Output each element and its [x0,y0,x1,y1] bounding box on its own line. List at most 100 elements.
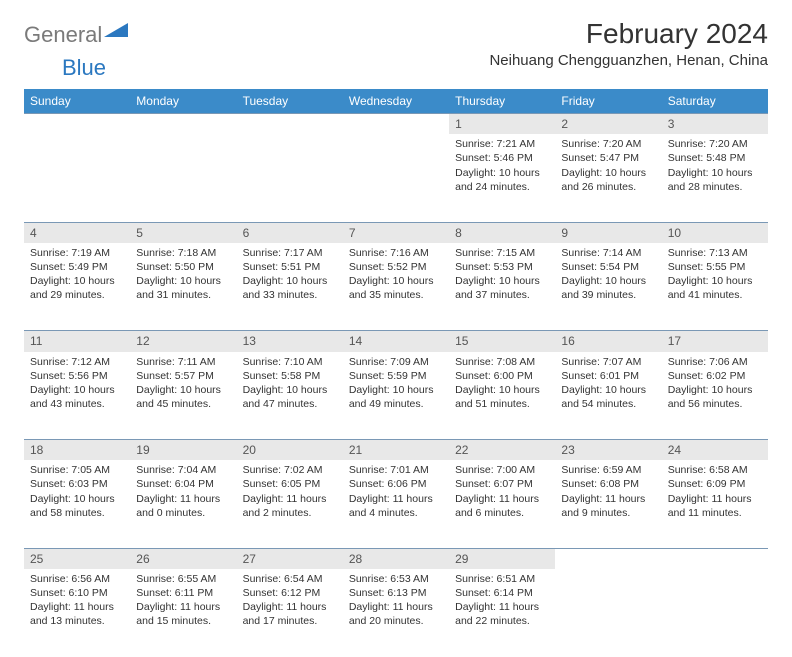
day-info-line: Sunrise: 7:18 AM [136,246,230,260]
day-cell [24,134,130,222]
day-info-line: Sunset: 6:09 PM [668,477,762,491]
day-info-line: Sunrise: 7:07 AM [561,355,655,369]
day-info-line: Sunrise: 7:16 AM [349,246,443,260]
day-cell-content: Sunrise: 7:12 AMSunset: 5:56 PMDaylight:… [24,352,130,418]
day-info-line: Sunset: 6:04 PM [136,477,230,491]
day-info-line: Sunset: 6:13 PM [349,586,443,600]
day-cell: Sunrise: 7:15 AMSunset: 5:53 PMDaylight:… [449,243,555,331]
day-info-line: Daylight: 11 hours and 22 minutes. [455,600,549,628]
day-number-row: 18192021222324 [24,440,768,461]
day-info-line: Sunrise: 7:00 AM [455,463,549,477]
day-cell-content: Sunrise: 6:54 AMSunset: 6:12 PMDaylight:… [237,569,343,635]
day-number: 26 [130,548,236,569]
day-cell: Sunrise: 6:55 AMSunset: 6:11 PMDaylight:… [130,569,236,657]
day-content-row: Sunrise: 7:21 AMSunset: 5:46 PMDaylight:… [24,134,768,222]
day-info-line: Sunrise: 7:15 AM [455,246,549,260]
day-info-line: Daylight: 10 hours and 33 minutes. [243,274,337,302]
day-info-line: Sunset: 6:11 PM [136,586,230,600]
day-number: 27 [237,548,343,569]
day-cell-content: Sunrise: 7:09 AMSunset: 5:59 PMDaylight:… [343,352,449,418]
logo: General [24,22,130,48]
day-info-line: Sunrise: 6:59 AM [561,463,655,477]
calendar-table: SundayMondayTuesdayWednesdayThursdayFrid… [24,89,768,657]
day-info-line: Daylight: 10 hours and 26 minutes. [561,166,655,194]
day-info-line: Sunset: 6:07 PM [455,477,549,491]
day-cell: Sunrise: 7:09 AMSunset: 5:59 PMDaylight:… [343,352,449,440]
day-cell: Sunrise: 7:05 AMSunset: 6:03 PMDaylight:… [24,460,130,548]
day-cell: Sunrise: 7:16 AMSunset: 5:52 PMDaylight:… [343,243,449,331]
day-cell-content: Sunrise: 6:53 AMSunset: 6:13 PMDaylight:… [343,569,449,635]
day-info-line: Daylight: 10 hours and 29 minutes. [30,274,124,302]
day-cell-content: Sunrise: 6:58 AMSunset: 6:09 PMDaylight:… [662,460,768,526]
day-cell: Sunrise: 6:59 AMSunset: 6:08 PMDaylight:… [555,460,661,548]
day-cell-content: Sunrise: 7:13 AMSunset: 5:55 PMDaylight:… [662,243,768,309]
day-cell: Sunrise: 7:04 AMSunset: 6:04 PMDaylight:… [130,460,236,548]
day-info-line: Daylight: 11 hours and 11 minutes. [668,492,762,520]
day-cell-content [130,134,236,143]
day-info-line: Sunrise: 7:19 AM [30,246,124,260]
day-number: 4 [24,222,130,243]
day-cell-content: Sunrise: 7:15 AMSunset: 5:53 PMDaylight:… [449,243,555,309]
day-info-line: Sunset: 6:00 PM [455,369,549,383]
day-number-row: 45678910 [24,222,768,243]
day-info-line: Sunset: 5:52 PM [349,260,443,274]
logo-text-general: General [24,22,102,48]
day-number [130,114,236,135]
day-number-row: 123 [24,114,768,135]
day-cell: Sunrise: 7:12 AMSunset: 5:56 PMDaylight:… [24,352,130,440]
day-info-line: Sunrise: 7:13 AM [668,246,762,260]
day-info-line: Sunrise: 7:02 AM [243,463,337,477]
day-cell: Sunrise: 7:10 AMSunset: 5:58 PMDaylight:… [237,352,343,440]
day-number: 23 [555,440,661,461]
day-info-line: Daylight: 11 hours and 6 minutes. [455,492,549,520]
day-info-line: Sunrise: 6:54 AM [243,572,337,586]
day-cell-content: Sunrise: 7:10 AMSunset: 5:58 PMDaylight:… [237,352,343,418]
day-cell: Sunrise: 7:02 AMSunset: 6:05 PMDaylight:… [237,460,343,548]
day-info-line: Sunset: 6:05 PM [243,477,337,491]
day-info-line: Daylight: 10 hours and 31 minutes. [136,274,230,302]
day-cell: Sunrise: 7:08 AMSunset: 6:00 PMDaylight:… [449,352,555,440]
day-number: 17 [662,331,768,352]
day-info-line: Sunrise: 7:21 AM [455,137,549,151]
day-info-line: Sunset: 6:02 PM [668,369,762,383]
day-cell: Sunrise: 6:56 AMSunset: 6:10 PMDaylight:… [24,569,130,657]
day-cell-content: Sunrise: 7:07 AMSunset: 6:01 PMDaylight:… [555,352,661,418]
day-cell: Sunrise: 7:00 AMSunset: 6:07 PMDaylight:… [449,460,555,548]
day-cell: Sunrise: 7:14 AMSunset: 5:54 PMDaylight:… [555,243,661,331]
day-info-line: Daylight: 10 hours and 47 minutes. [243,383,337,411]
day-number-row: 2526272829 [24,548,768,569]
day-info-line: Sunrise: 7:12 AM [30,355,124,369]
day-info-line: Sunrise: 7:17 AM [243,246,337,260]
day-cell-content: Sunrise: 7:16 AMSunset: 5:52 PMDaylight:… [343,243,449,309]
day-info-line: Sunset: 5:54 PM [561,260,655,274]
day-content-row: Sunrise: 7:12 AMSunset: 5:56 PMDaylight:… [24,352,768,440]
day-info-line: Sunrise: 7:01 AM [349,463,443,477]
day-number [24,114,130,135]
day-cell-content: Sunrise: 7:01 AMSunset: 6:06 PMDaylight:… [343,460,449,526]
day-cell-content: Sunrise: 7:00 AMSunset: 6:07 PMDaylight:… [449,460,555,526]
day-cell [662,569,768,657]
day-info-line: Sunset: 6:03 PM [30,477,124,491]
day-cell: Sunrise: 7:20 AMSunset: 5:47 PMDaylight:… [555,134,661,222]
day-info-line: Sunset: 5:59 PM [349,369,443,383]
month-title: February 2024 [489,18,768,50]
day-info-line: Sunrise: 6:58 AM [668,463,762,477]
day-header: Friday [555,89,661,114]
day-cell [555,569,661,657]
day-number: 22 [449,440,555,461]
day-info-line: Daylight: 11 hours and 2 minutes. [243,492,337,520]
day-number: 19 [130,440,236,461]
day-header: Saturday [662,89,768,114]
day-cell-content [237,134,343,143]
day-cell-content: Sunrise: 7:17 AMSunset: 5:51 PMDaylight:… [237,243,343,309]
day-info-line: Daylight: 11 hours and 4 minutes. [349,492,443,520]
day-cell: Sunrise: 6:51 AMSunset: 6:14 PMDaylight:… [449,569,555,657]
day-info-line: Daylight: 10 hours and 39 minutes. [561,274,655,302]
day-info-line: Daylight: 10 hours and 49 minutes. [349,383,443,411]
day-header-row: SundayMondayTuesdayWednesdayThursdayFrid… [24,89,768,114]
day-cell: Sunrise: 7:21 AMSunset: 5:46 PMDaylight:… [449,134,555,222]
day-info-line: Daylight: 10 hours and 56 minutes. [668,383,762,411]
day-cell: Sunrise: 7:07 AMSunset: 6:01 PMDaylight:… [555,352,661,440]
day-content-row: Sunrise: 7:05 AMSunset: 6:03 PMDaylight:… [24,460,768,548]
day-info-line: Sunset: 5:47 PM [561,151,655,165]
